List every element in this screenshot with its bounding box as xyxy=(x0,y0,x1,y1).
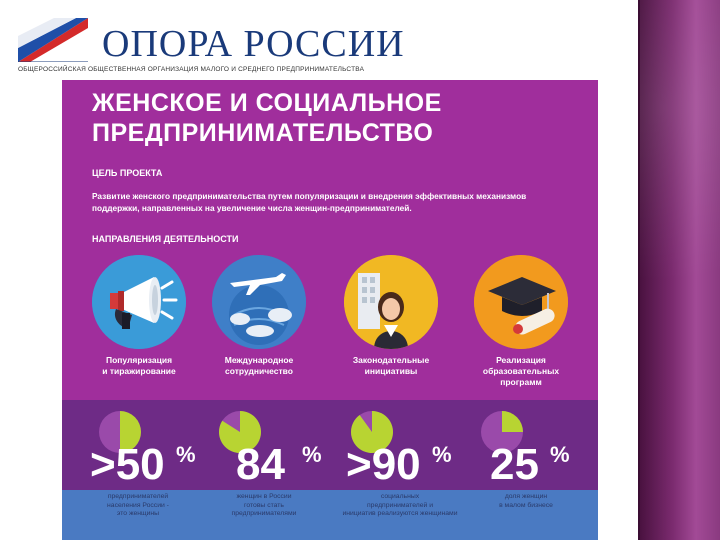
stat-unit-2: % xyxy=(302,442,322,467)
pie-slice xyxy=(120,411,141,453)
direction-label-2: Международное сотрудничество xyxy=(224,355,294,376)
stat-value-2: 84 xyxy=(236,440,285,489)
graduation-cap-icon xyxy=(474,255,568,349)
megaphone-icon xyxy=(92,255,186,349)
stat-value-1: >50 xyxy=(90,440,165,489)
stat-value-4: 25 xyxy=(490,440,539,489)
stat-pie-1 xyxy=(99,411,141,453)
stat-unit-1: % xyxy=(176,442,196,467)
goal-heading: ЦЕЛЬ ПРОЕКТА xyxy=(92,168,163,178)
stat-unit-3: % xyxy=(432,442,452,467)
poster: ЖЕНСКОЕ И СОЦИАЛЬНОЕ ПРЕДПРИНИМАТЕЛЬСТВО… xyxy=(62,80,598,540)
direction-label-1: Популяризация и тиражирование xyxy=(102,355,176,376)
stat-caption-2: женщин в России готовы стать предпринима… xyxy=(231,493,297,517)
stat-pie-3 xyxy=(351,411,394,453)
russian-flag-icon xyxy=(18,18,88,62)
goal-text: Развитие женского предпринимательства пу… xyxy=(92,191,527,213)
title-line-1: ЖЕНСКОЕ И СОЦИАЛЬНОЕ xyxy=(92,89,442,117)
stat-caption-3: социальных предпринимателей и инициатив … xyxy=(342,493,458,517)
stat-value-3: >90 xyxy=(346,440,421,489)
poster-title: ЖЕНСКОЕ И СОЦИАЛЬНОЕ ПРЕДПРИНИМАТЕЛЬСТВО xyxy=(92,88,592,148)
pie-slice xyxy=(219,411,262,453)
logo-subtitle: ОБЩЕРОССИЙСКАЯ ОБЩЕСТВЕННАЯ ОРГАНИЗАЦИЯ … xyxy=(18,66,365,73)
businesswoman-icon xyxy=(344,255,438,349)
captions-band xyxy=(62,490,598,540)
stat-unit-4: % xyxy=(550,442,570,467)
stat-caption-1: предпринимателей населения России - это … xyxy=(107,493,169,517)
stat-pie-2 xyxy=(219,411,262,453)
title-line-2: ПРЕДПРИНИМАТЕЛЬСТВО xyxy=(92,119,434,147)
stat-caption-4: доля женщин в малом бизнесе xyxy=(499,493,553,509)
direction-label-4: Реализация образовательных программ xyxy=(482,355,560,387)
stat-pie-4 xyxy=(481,411,523,453)
pie-slice xyxy=(502,411,523,432)
directions-heading: НАПРАВЛЕНИЯ ДЕЯТЕЛЬНОСТИ xyxy=(92,234,239,244)
pie-slice xyxy=(351,411,394,453)
logo-name: ОПОРА РОССИИ xyxy=(102,23,405,65)
direction-label-3: Законодательные инициативы xyxy=(352,355,430,376)
globe-plane-icon xyxy=(212,255,306,349)
decorative-side-panel xyxy=(640,0,720,540)
opora-logo: ОПОРА РОССИИ ОБЩЕРОССИЙСКАЯ ОБЩЕСТВЕННАЯ… xyxy=(16,8,404,78)
